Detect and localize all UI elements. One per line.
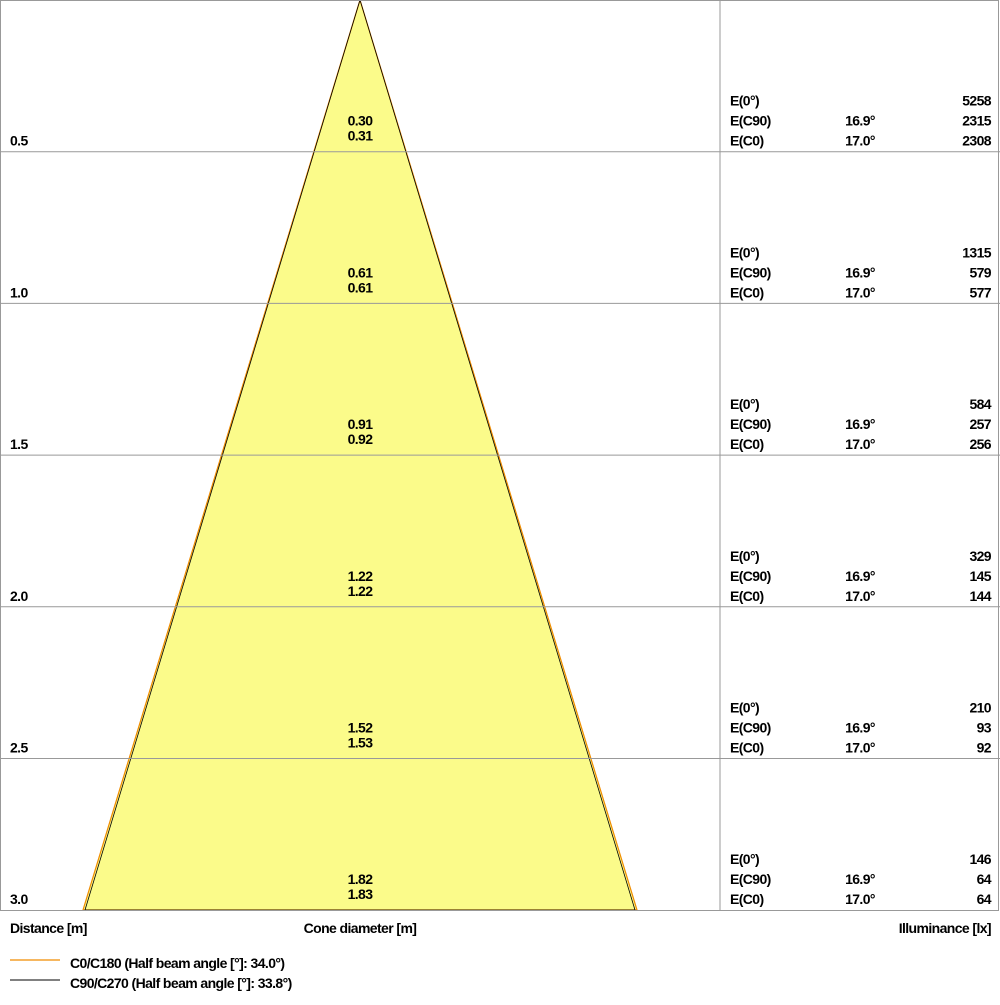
axis-label: Illuminance [lx] [899, 920, 991, 936]
illuminance-label: E(C90) [730, 871, 771, 887]
illuminance-value: 64 [977, 871, 992, 887]
axis-label: Cone diameter [m] [304, 920, 417, 936]
angle-label: 16.9° [845, 264, 875, 280]
angle-label: 16.9° [845, 113, 875, 129]
illuminance-value: 2308 [962, 133, 992, 149]
legend-label: C90/C270 (Half beam angle [°]: 33.8°) [70, 975, 292, 991]
illuminance-label: E(C90) [730, 720, 771, 736]
angle-label: 17.0° [845, 740, 875, 756]
illuminance-value: 93 [977, 720, 992, 736]
diameter-label: 1.82 [348, 871, 374, 887]
distance-label: 2.0 [10, 588, 28, 604]
diameter-label: 1.53 [348, 735, 374, 751]
illuminance-label: E(C90) [730, 568, 771, 584]
angle-label: 16.9° [845, 871, 875, 887]
legend-label: C0/C180 (Half beam angle [°]: 34.0°) [70, 955, 284, 971]
distance-label: 3.0 [10, 891, 28, 907]
axis-label: Distance [m] [10, 920, 87, 936]
diameter-label: 0.92 [348, 431, 374, 447]
diameter-label: 1.83 [348, 886, 374, 902]
illuminance-value: 210 [969, 700, 991, 716]
distance-label: 0.5 [10, 133, 28, 149]
illuminance-label: E(C90) [730, 113, 771, 129]
illuminance-value: 5258 [962, 93, 992, 109]
illuminance-label: E(0°) [730, 700, 759, 716]
illuminance-label: E(0°) [730, 851, 759, 867]
angle-label: 17.0° [845, 133, 875, 149]
illuminance-value: 64 [977, 891, 992, 907]
illuminance-value: 329 [969, 548, 991, 564]
diameter-label: 0.31 [348, 128, 374, 144]
angle-label: 17.0° [845, 891, 875, 907]
illuminance-label: E(0°) [730, 548, 759, 564]
diameter-label: 0.30 [348, 113, 374, 129]
diameter-label: 0.61 [348, 279, 374, 295]
distance-label: 2.5 [10, 740, 28, 756]
illuminance-label: E(0°) [730, 396, 759, 412]
illuminance-value: 144 [969, 588, 991, 604]
diameter-label: 1.52 [348, 720, 374, 736]
angle-label: 17.0° [845, 588, 875, 604]
diameter-label: 0.91 [348, 416, 374, 432]
angle-label: 16.9° [845, 720, 875, 736]
illuminance-value: 256 [969, 436, 991, 452]
illuminance-label: E(C90) [730, 416, 771, 432]
distance-label: 1.0 [10, 284, 28, 300]
illuminance-label: E(0°) [730, 244, 759, 260]
distance-label: 1.5 [10, 436, 28, 452]
illuminance-value: 2315 [962, 113, 992, 129]
diameter-label: 1.22 [348, 583, 374, 599]
illuminance-label: E(C0) [730, 133, 764, 149]
illuminance-label: E(C0) [730, 284, 764, 300]
angle-label: 17.0° [845, 436, 875, 452]
angle-label: 16.9° [845, 416, 875, 432]
diameter-label: 1.22 [348, 568, 374, 584]
illuminance-value: 577 [969, 284, 991, 300]
illuminance-value: 92 [977, 740, 992, 756]
illuminance-value: 584 [969, 396, 991, 412]
illuminance-value: 146 [969, 851, 991, 867]
diameter-label: 0.61 [348, 264, 374, 280]
illuminance-label: E(0°) [730, 93, 759, 109]
illuminance-label: E(C0) [730, 436, 764, 452]
illuminance-label: E(C0) [730, 740, 764, 756]
illuminance-value: 145 [969, 568, 991, 584]
illuminance-value: 1315 [962, 244, 992, 260]
angle-label: 17.0° [845, 284, 875, 300]
illuminance-value: 257 [969, 416, 991, 432]
angle-label: 16.9° [845, 568, 875, 584]
illuminance-label: E(C90) [730, 264, 771, 280]
illuminance-label: E(C0) [730, 891, 764, 907]
illuminance-value: 579 [969, 264, 991, 280]
illuminance-label: E(C0) [730, 588, 764, 604]
